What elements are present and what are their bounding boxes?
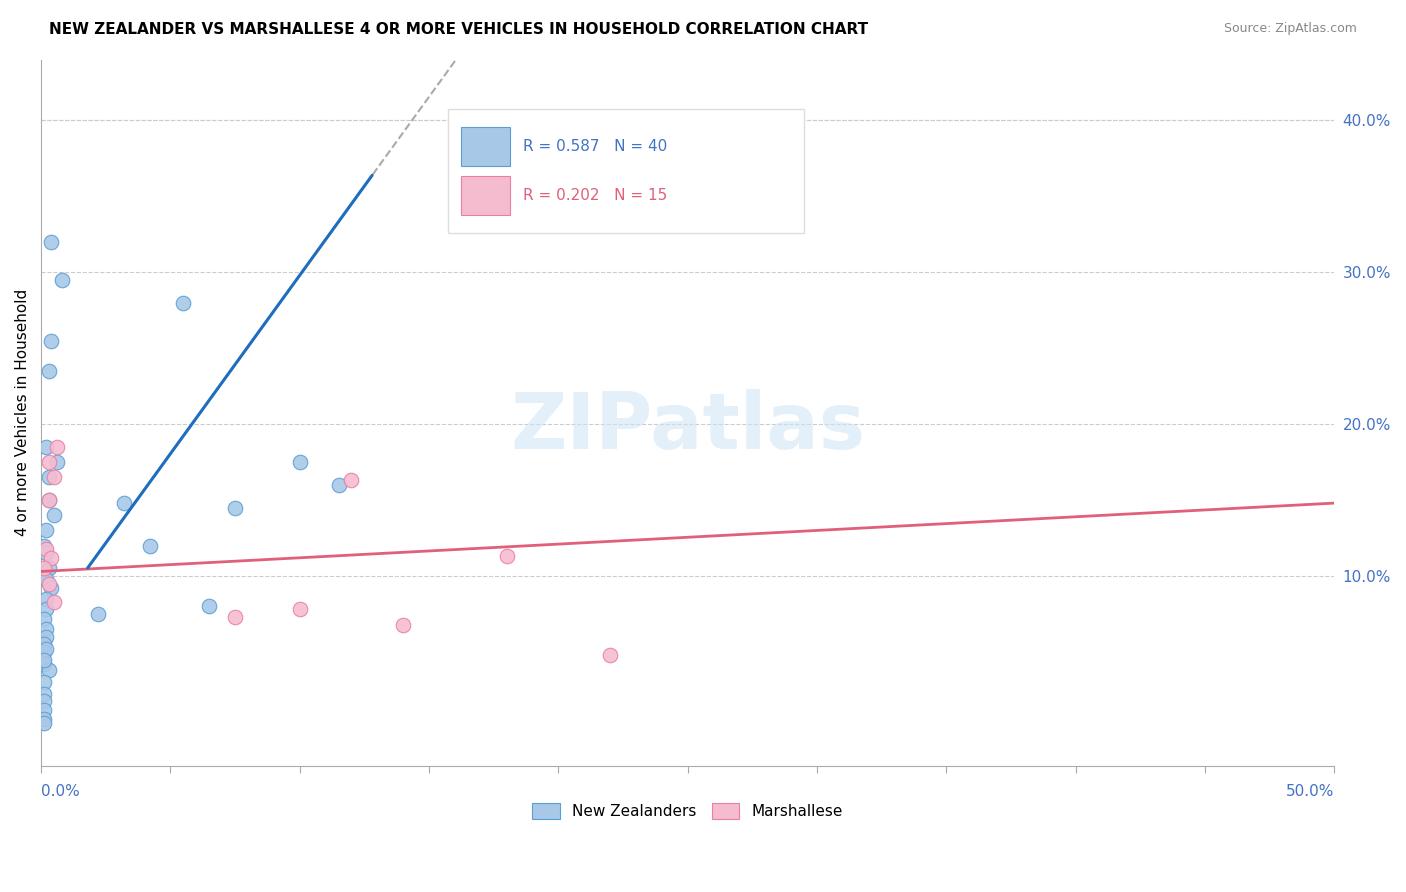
Point bbox=[32, 637, 55, 651]
Point bbox=[35, 440, 58, 454]
Point bbox=[328, 478, 350, 492]
Point bbox=[32, 675, 55, 690]
Point bbox=[35, 591, 58, 606]
Point bbox=[38, 576, 60, 591]
Point bbox=[38, 493, 60, 508]
Point bbox=[87, 607, 110, 621]
Point bbox=[41, 235, 63, 249]
Y-axis label: 4 or more Vehicles in Household: 4 or more Vehicles in Household bbox=[15, 289, 30, 536]
Point bbox=[495, 549, 517, 564]
Point bbox=[38, 663, 60, 677]
Point bbox=[288, 602, 311, 616]
Point bbox=[172, 295, 194, 310]
Point bbox=[224, 500, 246, 515]
Point bbox=[138, 539, 160, 553]
Point bbox=[599, 648, 621, 662]
Point bbox=[38, 364, 60, 378]
Point bbox=[32, 561, 55, 575]
Point bbox=[112, 496, 135, 510]
Point bbox=[42, 508, 65, 523]
Point bbox=[32, 539, 55, 553]
Text: R = 0.587   N = 40: R = 0.587 N = 40 bbox=[523, 139, 668, 154]
Text: Source: ZipAtlas.com: Source: ZipAtlas.com bbox=[1223, 22, 1357, 36]
Text: 50.0%: 50.0% bbox=[1286, 784, 1334, 799]
FancyBboxPatch shape bbox=[449, 109, 804, 233]
Point bbox=[32, 657, 55, 672]
Point bbox=[51, 273, 73, 287]
Point bbox=[35, 630, 58, 644]
Text: 0.0%: 0.0% bbox=[41, 784, 80, 799]
Point bbox=[38, 561, 60, 575]
Point bbox=[35, 546, 58, 560]
Point bbox=[38, 455, 60, 469]
Point bbox=[41, 550, 63, 565]
Point bbox=[42, 470, 65, 484]
Point bbox=[41, 581, 63, 595]
Point bbox=[340, 473, 363, 487]
Point bbox=[35, 572, 58, 586]
Point bbox=[32, 645, 55, 659]
Point bbox=[32, 688, 55, 702]
Point bbox=[35, 524, 58, 538]
Point bbox=[35, 622, 58, 636]
Point bbox=[35, 641, 58, 656]
Point bbox=[35, 602, 58, 616]
Point bbox=[32, 652, 55, 666]
Point bbox=[42, 595, 65, 609]
Point bbox=[38, 493, 60, 508]
Point bbox=[32, 716, 55, 731]
Text: ZIPatlas: ZIPatlas bbox=[510, 389, 865, 465]
Point bbox=[32, 703, 55, 717]
Point bbox=[288, 455, 311, 469]
Point bbox=[32, 611, 55, 625]
Legend: New Zealanders, Marshallese: New Zealanders, Marshallese bbox=[526, 797, 849, 825]
Point bbox=[224, 610, 246, 624]
Point bbox=[38, 470, 60, 484]
Point bbox=[41, 334, 63, 348]
FancyBboxPatch shape bbox=[461, 127, 510, 166]
FancyBboxPatch shape bbox=[461, 176, 510, 215]
Point bbox=[32, 712, 55, 726]
Point bbox=[35, 541, 58, 556]
Text: NEW ZEALANDER VS MARSHALLESE 4 OR MORE VEHICLES IN HOUSEHOLD CORRELATION CHART: NEW ZEALANDER VS MARSHALLESE 4 OR MORE V… bbox=[49, 22, 869, 37]
Point bbox=[45, 455, 67, 469]
Point bbox=[45, 440, 67, 454]
Point bbox=[198, 599, 221, 614]
Text: R = 0.202   N = 15: R = 0.202 N = 15 bbox=[523, 188, 668, 203]
Point bbox=[32, 693, 55, 707]
Point bbox=[392, 617, 415, 632]
